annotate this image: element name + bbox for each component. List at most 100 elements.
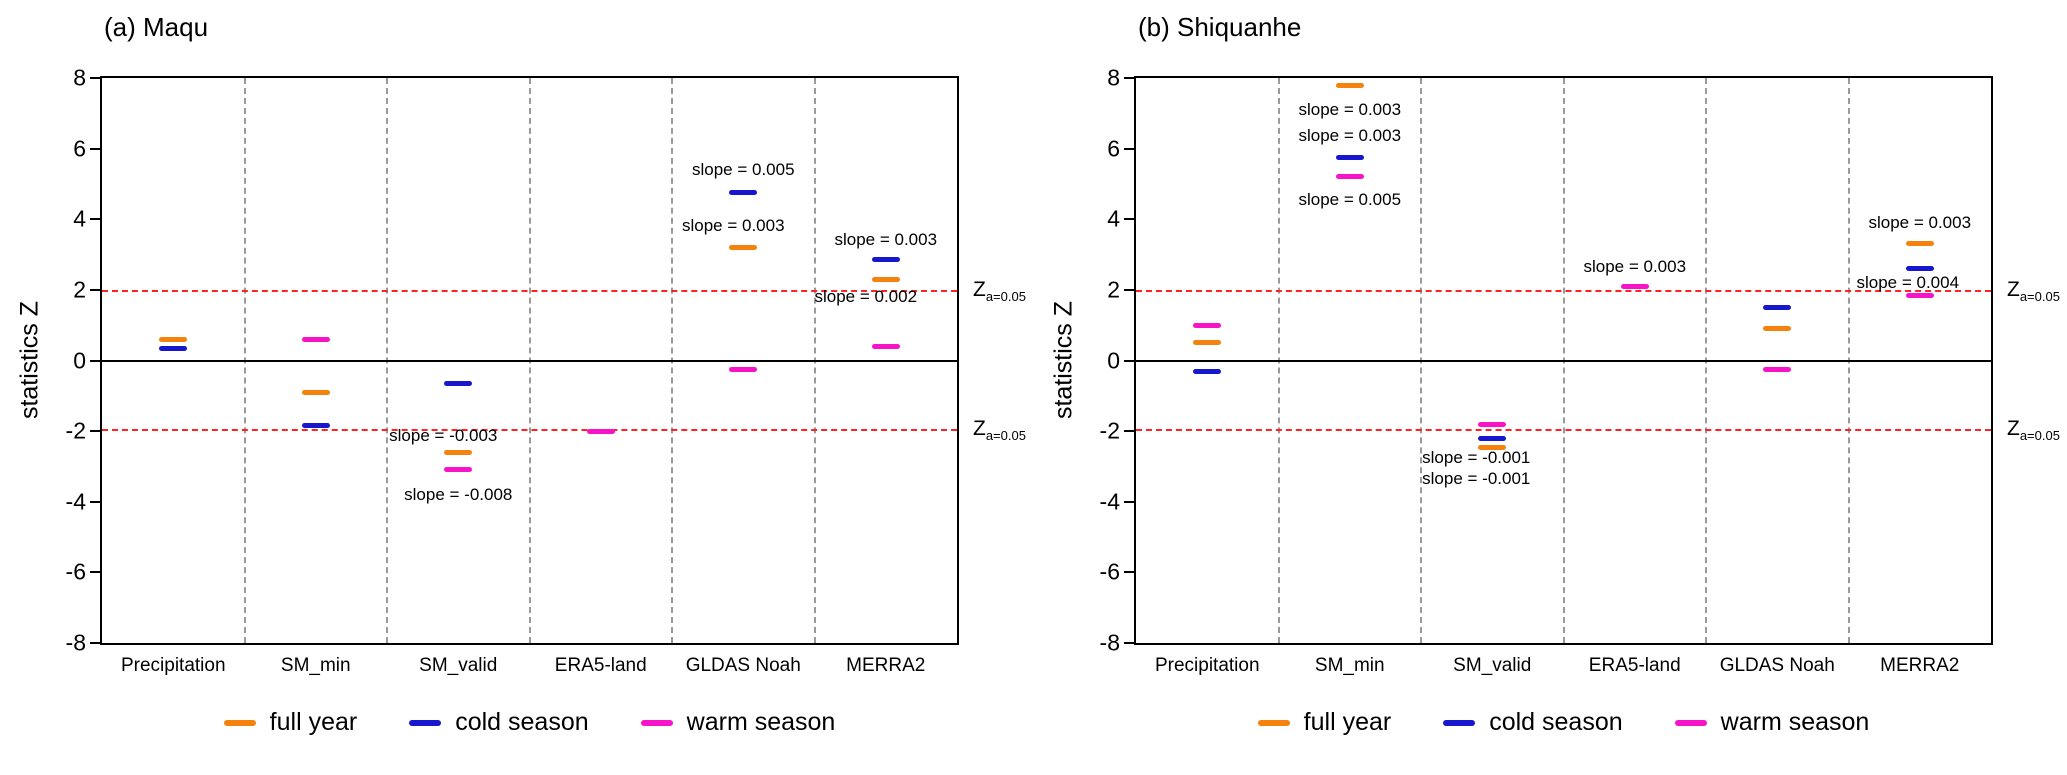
x-tick-label: GLDAS Noah [685, 655, 801, 676]
x-tick-label: GLDAS Noah [1719, 655, 1835, 676]
marker-cold-season [729, 190, 758, 196]
legend-swatch [640, 719, 673, 726]
x-tick-label: SM_valid [419, 655, 498, 676]
marker-full-year [1335, 82, 1364, 88]
y-axis-tick [1124, 571, 1134, 574]
y-tick-label: 4 [1107, 205, 1120, 232]
legend-label: cold season [1489, 708, 1623, 736]
marker-warm-season [1193, 322, 1222, 328]
marker-cold-season [301, 423, 330, 429]
y-axis-tick [90, 359, 100, 362]
plot-area: -8 -6 -4 -2 0 2 4 6 8 Precipitation SM_min SM_valid… [66, 65, 1026, 677]
significance-line [1136, 290, 1991, 293]
y-axis-tick [90, 288, 100, 291]
y-tick-label: -6 [1099, 558, 1120, 585]
marker-full-year [729, 245, 758, 250]
legend-item: warm season [640, 708, 836, 737]
slope-annotation: slope = 0.004 [1856, 272, 1960, 292]
y-tick-label: -8 [65, 629, 86, 656]
legend: full year cold season warm season [100, 708, 959, 737]
slope-annotation: slope = -0.001 [1422, 468, 1531, 488]
significance-label-base: Z [973, 416, 986, 440]
marker-cold-season [444, 380, 473, 386]
x-tick-label: ERA5-land [554, 655, 647, 676]
significance-label-base: Z [973, 278, 986, 302]
legend-item: full year [1257, 708, 1392, 737]
y-tick-label: -2 [1099, 417, 1120, 444]
y-axis-tick [90, 77, 100, 79]
marker-warm-season [1620, 283, 1649, 289]
x-tick-label: MERRA2 [846, 655, 926, 676]
slope-annotation: slope = 0.003 [1583, 256, 1687, 276]
legend-swatch [1674, 719, 1707, 726]
legend-item: cold season [1443, 708, 1623, 737]
marker-full-year [301, 389, 330, 395]
marker-warm-season [1335, 174, 1364, 180]
legend-label: warm season [686, 708, 836, 736]
y-tick-label: 6 [73, 135, 86, 162]
slope-annotation: slope = 0.003 [681, 216, 785, 236]
slope-annotation: slope = 0.003 [1298, 99, 1402, 119]
marker-cold-season [1905, 266, 1934, 272]
legend-item: cold season [409, 708, 589, 737]
legend-swatch [1443, 719, 1476, 726]
x-tick-label: SM_min [280, 655, 351, 676]
marker-warm-season [301, 336, 330, 342]
marker-full-year [1478, 444, 1507, 450]
y-axis-tick [90, 642, 100, 644]
slope-annotation: slope = -0.008 [404, 484, 513, 504]
x-tick-label: ERA5-land [1588, 655, 1681, 676]
y-axis-tick [1124, 500, 1134, 503]
y-axis-tick [1124, 359, 1134, 362]
significance-label-sub: a=0.05 [2019, 427, 2060, 443]
x-tick-label: MERRA2 [1880, 655, 1960, 676]
slope-annotation: slope = 0.003 [834, 230, 938, 250]
panel-title: (a) Maqu [104, 12, 209, 42]
y-tick-label: -4 [65, 488, 86, 515]
marker-cold-season [871, 257, 900, 263]
x-tick-label: SM_valid [1453, 655, 1532, 676]
significance-line [102, 428, 957, 431]
significance-label-sub: a=0.05 [2019, 289, 2060, 305]
marker-cold-season [1478, 435, 1507, 441]
marker-full-year [871, 276, 900, 282]
legend-item: full year [223, 708, 357, 737]
legend-swatch [223, 719, 256, 726]
significance-label-sub: a=0.05 [985, 427, 1026, 443]
significance-label-base: Z [2007, 278, 2020, 302]
legend-label: full year [1303, 708, 1392, 736]
marker-cold-season [1335, 154, 1364, 160]
y-axis-title: statistics Z [1049, 300, 1078, 420]
significance-label: Za=0.05 [973, 278, 1026, 304]
y-tick-label: 2 [1107, 276, 1120, 303]
zero-line [1136, 359, 1991, 362]
y-tick-label: 2 [73, 276, 86, 303]
y-axis-tick [1124, 642, 1134, 644]
significance-label: Za=0.05 [973, 417, 1026, 443]
x-tick-label: SM_min [1314, 655, 1385, 676]
legend: full year cold season warm season [1134, 708, 1993, 737]
legend-swatch [409, 719, 442, 726]
plot-area: -8 -6 -4 -2 0 2 4 6 8 Precipitation SM_min SM_valid… [1100, 65, 2060, 677]
marker-warm-season [1478, 421, 1507, 427]
legend-label: warm season [1720, 708, 1870, 736]
significance-label: Za=0.05 [2007, 417, 2060, 443]
y-axis-tick [1124, 77, 1134, 79]
y-tick-label: -4 [1099, 488, 1120, 515]
slope-annotation: slope = 0.005 [691, 159, 795, 179]
y-tick-label: 6 [1107, 135, 1120, 162]
zero-line [102, 359, 957, 362]
marker-full-year [1905, 241, 1934, 247]
marker-cold-season [1193, 368, 1222, 374]
marker-full-year [1763, 326, 1792, 332]
y-axis-title: statistics Z [15, 300, 44, 420]
y-axis-tick [1124, 430, 1134, 433]
y-tick-label: 0 [73, 347, 86, 373]
significance-line [102, 290, 957, 293]
y-tick-label: -6 [65, 558, 86, 585]
y-axis-tick [1124, 147, 1134, 150]
marker-cold-season [1763, 305, 1792, 311]
y-tick-label: 0 [1107, 347, 1120, 373]
slope-annotation: slope = -0.001 [1422, 447, 1531, 467]
